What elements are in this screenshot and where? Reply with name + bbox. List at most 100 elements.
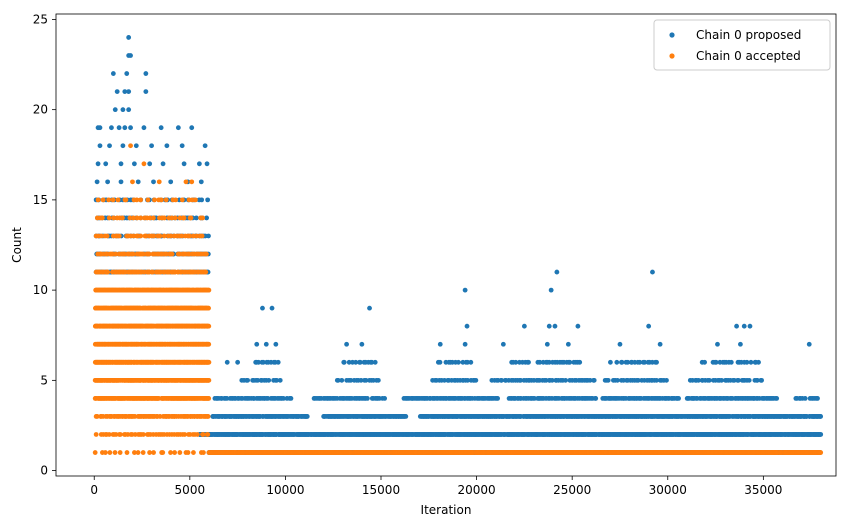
data-point xyxy=(563,377,568,383)
data-point xyxy=(127,215,133,221)
data-point xyxy=(526,359,531,365)
data-point xyxy=(635,377,641,383)
data-point xyxy=(111,215,116,221)
data-point xyxy=(713,359,719,365)
data-point xyxy=(134,215,140,221)
data-point xyxy=(126,35,132,40)
data-point xyxy=(157,233,163,239)
data-point xyxy=(348,377,354,383)
data-point xyxy=(382,396,388,401)
data-point xyxy=(122,125,128,131)
data-point xyxy=(134,197,140,203)
data-point xyxy=(158,197,164,203)
data-point xyxy=(372,359,378,365)
data-point xyxy=(164,143,170,149)
data-point xyxy=(198,179,204,185)
data-point xyxy=(748,359,754,365)
data-point xyxy=(549,377,555,383)
data-point xyxy=(100,197,106,203)
data-point xyxy=(255,377,261,383)
data-point xyxy=(657,341,663,347)
data-point xyxy=(200,215,206,221)
data-point xyxy=(150,269,156,275)
data-point xyxy=(518,377,524,383)
data-point xyxy=(353,359,359,365)
data-point xyxy=(367,305,372,311)
data-point xyxy=(442,377,447,383)
data-point xyxy=(161,233,167,239)
data-point xyxy=(206,305,211,311)
data-point xyxy=(135,179,141,185)
data-point xyxy=(110,197,116,203)
data-point xyxy=(199,233,205,239)
data-point xyxy=(304,414,310,419)
data-point xyxy=(206,287,212,293)
data-point xyxy=(103,161,109,167)
data-point xyxy=(120,215,125,221)
data-point xyxy=(95,197,101,203)
data-point xyxy=(577,359,583,365)
data-point xyxy=(281,396,286,401)
data-point xyxy=(205,197,211,203)
data-point xyxy=(715,341,720,347)
data-point xyxy=(193,197,198,203)
data-point xyxy=(145,197,151,203)
data-point xyxy=(403,414,409,419)
data-point xyxy=(245,377,251,383)
data-point xyxy=(224,359,230,365)
data-point xyxy=(204,251,209,257)
data-point xyxy=(738,341,743,347)
data-point xyxy=(161,215,167,221)
data-point xyxy=(359,341,365,347)
data-point xyxy=(357,359,363,365)
series-1 xyxy=(92,143,824,455)
data-point xyxy=(116,233,122,239)
data-point xyxy=(123,197,129,203)
data-point xyxy=(605,377,611,383)
data-point xyxy=(206,359,212,365)
data-point xyxy=(608,359,613,365)
data-point xyxy=(358,377,364,383)
data-point xyxy=(179,143,185,149)
data-points xyxy=(92,35,824,455)
data-point xyxy=(131,215,136,221)
data-point xyxy=(149,143,154,149)
data-point xyxy=(706,377,712,383)
data-point xyxy=(254,341,260,347)
data-point xyxy=(179,233,185,239)
data-point xyxy=(138,197,144,203)
data-point xyxy=(741,323,747,329)
data-point xyxy=(105,179,111,185)
data-point xyxy=(235,359,241,365)
data-point xyxy=(196,161,202,167)
data-point xyxy=(206,323,212,329)
data-point xyxy=(169,215,175,221)
data-point xyxy=(754,377,760,383)
data-point xyxy=(554,269,560,275)
data-point xyxy=(664,377,669,383)
data-point xyxy=(593,396,599,401)
data-point xyxy=(194,233,200,239)
data-point xyxy=(274,377,280,383)
data-point xyxy=(172,215,178,221)
data-point xyxy=(128,125,133,131)
data-point xyxy=(464,323,470,329)
data-point xyxy=(114,89,120,94)
data-point xyxy=(163,197,169,203)
data-point xyxy=(133,143,139,149)
data-point xyxy=(158,125,164,131)
data-point xyxy=(774,396,780,401)
data-point xyxy=(462,341,468,347)
data-point xyxy=(759,377,764,383)
data-point xyxy=(266,377,272,383)
data-point xyxy=(109,125,114,131)
data-point xyxy=(186,197,192,203)
data-point xyxy=(118,179,124,185)
data-point xyxy=(532,396,537,401)
data-point xyxy=(537,359,543,365)
data-point xyxy=(619,359,625,365)
data-point xyxy=(131,161,137,167)
data-point xyxy=(193,215,199,221)
data-point xyxy=(147,215,153,221)
